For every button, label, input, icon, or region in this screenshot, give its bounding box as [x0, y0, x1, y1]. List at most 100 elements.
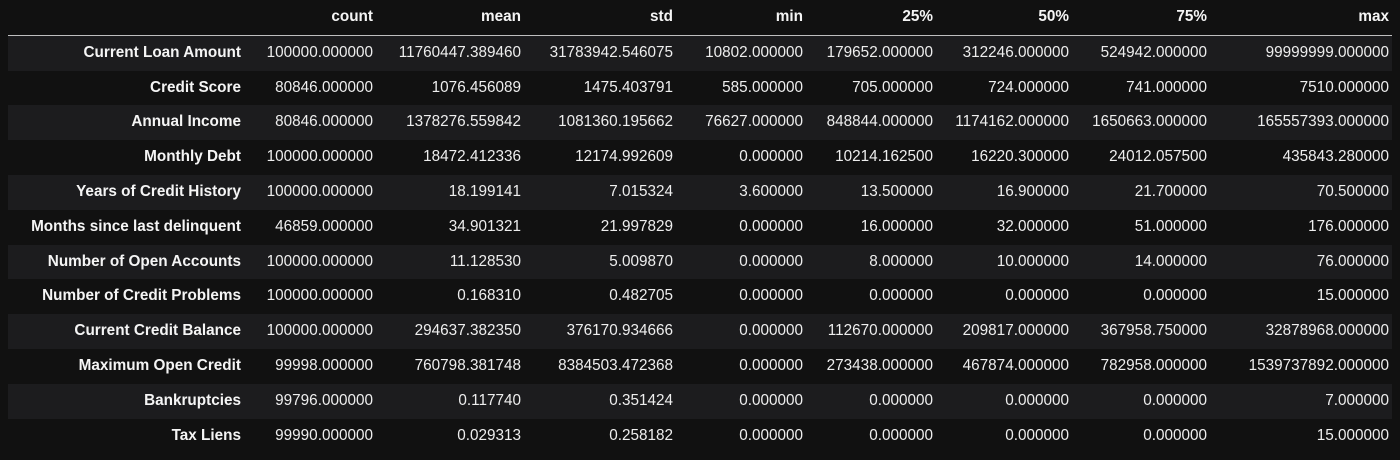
table-cell: 376170.934666: [566, 322, 673, 340]
table-row: Bankruptcies 99796.000000 0.117740 0.351424…: [8, 383, 1392, 419]
table-cell: 1174162.000000: [955, 113, 1069, 131]
table-cell: 7.015324: [609, 182, 673, 200]
table-cell: 18472.412336: [423, 148, 521, 166]
table-cell: 0.000000: [869, 426, 933, 444]
table-cell: 524942.000000: [1100, 43, 1207, 61]
table-cell: 15.000000: [1316, 426, 1389, 444]
row-label: Maximum Open Credit: [78, 356, 241, 374]
table-cell: 179652.000000: [826, 43, 933, 61]
table-cell: 0.000000: [739, 217, 803, 235]
table-row: Number of Open Accounts 100000.000000 11.1…: [8, 244, 1392, 280]
table-cell: 585.000000: [722, 78, 803, 96]
table-cell: 7.000000: [1325, 391, 1389, 409]
table-cell: 100000.000000: [266, 252, 373, 270]
table-cell: 705.000000: [852, 78, 933, 96]
table-row: Years of Credit History 100000.000000 18.1…: [8, 174, 1392, 210]
table-cell: 3.600000: [739, 182, 803, 200]
column-header-mean: mean: [481, 8, 521, 25]
table-cell: 51.000000: [1134, 217, 1207, 235]
table-cell: 21.997829: [600, 217, 673, 235]
column-header-max: max: [1358, 8, 1389, 25]
table-cell: 782958.000000: [1100, 356, 1207, 374]
table-cell: 0.258182: [609, 426, 673, 444]
table-cell: 273438.000000: [826, 356, 933, 374]
table-row: Credit Score 80846.000000 1076.456089 1475.…: [8, 70, 1392, 106]
table-cell: 10802.000000: [705, 43, 803, 61]
table-header: count mean std min 25% 50% 75% max: [8, 0, 1392, 36]
table-row: Months since last delinquent 46859.000000…: [8, 209, 1392, 245]
row-label: Tax Liens: [171, 426, 241, 444]
column-header-std: std: [650, 8, 673, 25]
table-cell: 11760447.389460: [398, 43, 521, 61]
table-cell: 760798.381748: [414, 356, 521, 374]
table-cell: 0.029313: [457, 426, 521, 444]
table-cell: 0.000000: [869, 391, 933, 409]
table-cell: 0.000000: [739, 426, 803, 444]
table-cell: 100000.000000: [266, 182, 373, 200]
table-cell: 16220.300000: [971, 148, 1069, 166]
table-cell: 99796.000000: [275, 391, 373, 409]
row-label: Number of Open Accounts: [47, 252, 241, 270]
table-cell: 0.000000: [1005, 391, 1069, 409]
table-row: Number of Credit Problems 100000.000000 0.…: [8, 279, 1392, 315]
table-cell: 1378276.559842: [406, 113, 521, 131]
row-label: Annual Income: [131, 113, 241, 131]
table-cell: 294637.382350: [414, 322, 521, 340]
row-label: Monthly Debt: [144, 148, 241, 166]
table-cell: 100000.000000: [266, 43, 373, 61]
table-cell: 99990.000000: [275, 426, 373, 444]
table-cell: 32878968.000000: [1265, 322, 1389, 340]
table-cell: 16.900000: [996, 182, 1069, 200]
column-header-count: count: [331, 8, 373, 25]
table-cell: 7510.000000: [1299, 78, 1389, 96]
table-cell: 435843.280000: [1282, 148, 1389, 166]
table-cell: 0.482705: [609, 287, 673, 305]
table-cell: 46859.000000: [275, 217, 373, 235]
table-row: Tax Liens 99990.000000 0.029313 0.258182 0.0…: [8, 418, 1392, 454]
table-cell: 0.000000: [1005, 287, 1069, 305]
table-cell: 12174.992609: [575, 148, 673, 166]
column-header-75: 75%: [1176, 8, 1207, 25]
table-cell: 0.000000: [1143, 287, 1207, 305]
table-cell: 76627.000000: [705, 113, 803, 131]
table-cell: 5.009870: [609, 252, 673, 270]
table-cell: 467874.000000: [962, 356, 1069, 374]
row-label: Years of Credit History: [76, 182, 241, 200]
table-cell: 0.000000: [1005, 426, 1069, 444]
table-cell: 24012.057500: [1109, 148, 1207, 166]
table-row: Maximum Open Credit 99998.000000 760798.38…: [8, 348, 1392, 384]
table-row: Monthly Debt 100000.000000 18472.412336 121…: [8, 140, 1392, 175]
column-header-25: 25%: [902, 8, 933, 25]
table-cell: 0.000000: [739, 287, 803, 305]
table-cell: 312246.000000: [962, 43, 1069, 61]
index-header-cell: [8, 0, 244, 35]
header-row: count mean std min 25% 50% 75% max: [8, 0, 1392, 36]
table-cell: 176.000000: [1308, 217, 1389, 235]
table-cell: 0.000000: [739, 252, 803, 270]
table-cell: 0.000000: [739, 391, 803, 409]
table-cell: 10214.162500: [835, 148, 933, 166]
table-cell: 100000.000000: [266, 287, 373, 305]
table-cell: 0.000000: [869, 287, 933, 305]
table-cell: 70.500000: [1316, 182, 1389, 200]
table-row: Current Credit Balance 100000.000000 29463…: [8, 314, 1392, 349]
table-body: Current Loan Amount 100000.000000 11760447…: [8, 35, 1392, 454]
table-cell: 209817.000000: [962, 322, 1069, 340]
table-cell: 1076.456089: [431, 78, 521, 96]
table-cell: 0.168310: [457, 287, 521, 305]
table-cell: 14.000000: [1134, 252, 1207, 270]
table-cell: 848844.000000: [826, 113, 933, 131]
describe-table: count mean std min 25% 50% 75% max Curre…: [8, 0, 1392, 454]
table-cell: 0.117740: [458, 391, 521, 409]
table-cell: 15.000000: [1316, 287, 1389, 305]
row-label: Bankruptcies: [144, 391, 241, 409]
table-cell: 724.000000: [988, 78, 1069, 96]
table-cell: 0.000000: [739, 356, 803, 374]
table-cell: 18.199141: [448, 182, 521, 200]
table-cell: 741.000000: [1126, 78, 1207, 96]
column-header-min: min: [775, 8, 803, 25]
table-cell: 367958.750000: [1100, 322, 1207, 340]
table-cell: 1475.403791: [583, 78, 673, 96]
table-cell: 11.128530: [449, 252, 521, 270]
